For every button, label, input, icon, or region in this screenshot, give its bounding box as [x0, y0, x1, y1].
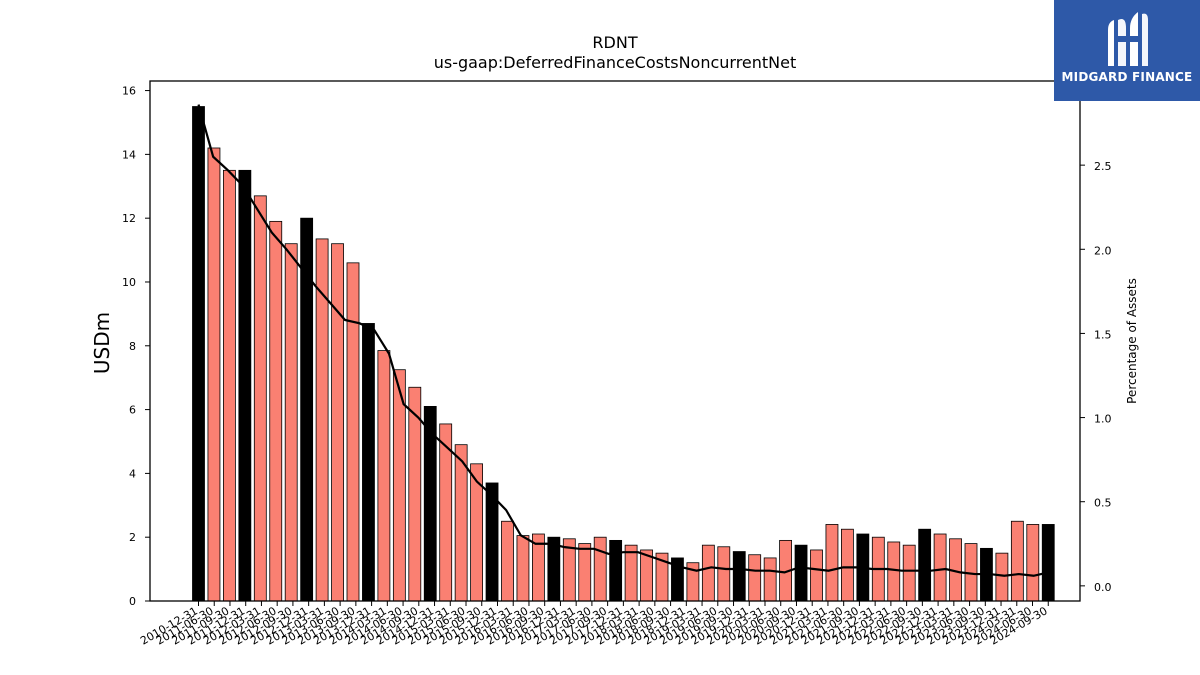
bar — [516, 535, 530, 602]
y-tick-label: 4 — [129, 467, 136, 480]
y-tick-label: 6 — [129, 404, 136, 417]
brand-logo: MIDGARD FINANCE — [1054, 0, 1200, 101]
y-tick-label: 2 — [129, 531, 136, 544]
bar — [763, 557, 777, 602]
bar — [346, 262, 360, 602]
bar — [995, 552, 1009, 602]
y-right-tick-label: 0.5 — [1094, 497, 1112, 510]
y-tick-label: 14 — [122, 148, 136, 161]
y-right-tick-label: 2.0 — [1094, 244, 1112, 257]
bar — [748, 554, 762, 602]
bar — [284, 243, 298, 602]
pct-assets-line — [197, 104, 1049, 577]
bar — [501, 520, 514, 602]
bar — [377, 350, 391, 602]
bar — [918, 528, 932, 602]
y-tick-label: 16 — [122, 85, 136, 98]
bar — [1010, 520, 1024, 602]
y-tick-label: 8 — [129, 340, 136, 353]
bar — [902, 544, 916, 602]
bar — [222, 169, 236, 602]
y-right-tick-label: 0.0 — [1094, 581, 1112, 594]
chart-title: RDNT — [592, 33, 637, 52]
y-tick-label: 10 — [122, 276, 136, 289]
y-tick-label: 0 — [129, 595, 136, 608]
bar — [701, 544, 715, 602]
bar — [362, 323, 375, 602]
y-right-tick-label: 2.5 — [1094, 160, 1112, 173]
bar — [810, 549, 823, 602]
plot-frame — [149, 80, 1081, 602]
bar — [593, 536, 607, 602]
bar — [825, 524, 839, 602]
bar — [933, 533, 947, 602]
bar — [578, 543, 592, 602]
y-right-tick-label: 1.5 — [1094, 328, 1112, 341]
bar — [192, 106, 205, 602]
bar — [269, 220, 283, 602]
bar — [841, 528, 854, 602]
bar — [794, 544, 808, 602]
y-tick-label: 12 — [122, 212, 136, 225]
bar — [207, 147, 221, 602]
bar — [253, 195, 267, 602]
y-axis-label: USDm — [90, 312, 114, 374]
bar — [331, 243, 344, 602]
plot-area: 02468101214160.00.51.01.52.02.52010-12-3… — [122, 80, 1112, 648]
bar — [624, 544, 638, 602]
bar — [887, 541, 901, 602]
y-right-tick-label: 1.0 — [1094, 413, 1112, 426]
bar — [547, 536, 561, 602]
bar — [732, 551, 746, 602]
bar — [717, 546, 731, 602]
midgard-logo-icon — [1108, 12, 1148, 67]
bar — [454, 444, 468, 602]
bar — [1041, 524, 1055, 602]
chart-subtitle: us-gaap:DeferredFinanceCostsNoncurrentNe… — [434, 53, 797, 72]
y-axis-right-label: Percentage of Assets — [1125, 278, 1139, 404]
brand-name: MIDGARD FINANCE — [1061, 70, 1193, 84]
bar — [1026, 524, 1040, 602]
bar — [238, 169, 252, 602]
bar — [609, 539, 623, 602]
